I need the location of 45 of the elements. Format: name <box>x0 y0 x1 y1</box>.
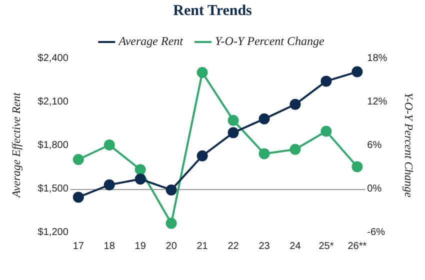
point <box>134 174 146 185</box>
y2-tick-label: 0% <box>367 183 382 194</box>
x-tick-label: 26** <box>348 240 367 252</box>
x-tick-label: 22 <box>228 240 240 252</box>
y-tick-label: $1,800 <box>38 140 69 151</box>
point <box>104 140 115 150</box>
y-tick-label: $1,200 <box>38 226 69 238</box>
y-tick-label: $1,500 <box>38 183 69 194</box>
y-tick-label: $2,400 <box>38 52 69 64</box>
point <box>352 66 363 78</box>
point <box>196 67 208 78</box>
point <box>134 164 146 176</box>
point <box>228 127 239 138</box>
x-tick-label: 19 <box>134 240 146 252</box>
x-tick-label: 25* <box>318 240 334 252</box>
y2-axis-title: Y-O-Y Percent Change <box>402 92 414 198</box>
x-tick-label: 17 <box>72 240 84 252</box>
x-tick-label: 20 <box>166 240 178 252</box>
legend-label: Y-O-Y Percent Change <box>214 34 325 48</box>
x-tick-label: 24 <box>290 240 302 252</box>
point <box>72 192 84 203</box>
point <box>320 76 332 87</box>
x-tick-label: 21 <box>196 240 208 252</box>
chart-title: Rent Trends <box>173 2 252 19</box>
y2-tick-label: 18% <box>367 52 388 64</box>
point <box>290 98 301 110</box>
point <box>104 179 115 190</box>
point <box>290 144 301 155</box>
y2-tick-label: 12% <box>367 96 388 108</box>
point <box>196 150 208 162</box>
y-tick-label: $2,100 <box>38 96 69 108</box>
y2-tick-label: -6% <box>367 226 386 238</box>
point <box>258 113 270 124</box>
point <box>320 126 332 137</box>
x-tick-label: 18 <box>104 240 116 252</box>
point <box>166 184 177 196</box>
x-tick-label: 23 <box>258 240 270 252</box>
y2-tick-label: 6% <box>367 140 382 151</box>
y-axis-title: Average Effective Rent <box>10 92 23 198</box>
point <box>228 114 239 126</box>
legend-label: Average Rent <box>118 34 184 48</box>
point <box>72 154 84 165</box>
point <box>258 148 270 160</box>
point <box>166 218 177 229</box>
point <box>352 161 363 172</box>
